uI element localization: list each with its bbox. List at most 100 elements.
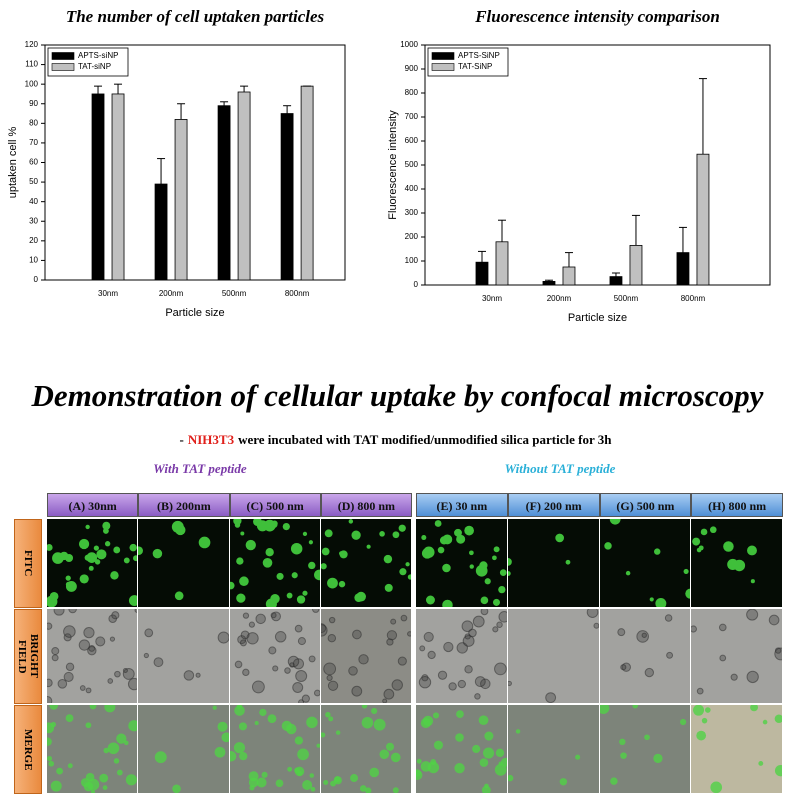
error-bar (177, 103, 186, 120)
cell (373, 718, 386, 731)
x-tick-label: 200nm (159, 289, 184, 298)
cell (50, 721, 57, 728)
cell (351, 685, 362, 697)
cell (307, 561, 315, 570)
bar (111, 93, 125, 281)
cell (212, 705, 218, 710)
cell (113, 758, 120, 764)
cell (349, 774, 358, 783)
cell (618, 738, 626, 746)
cell (327, 633, 336, 643)
cell (472, 615, 485, 628)
error-bar (678, 226, 687, 253)
cell (324, 711, 331, 718)
micrograph (320, 519, 411, 607)
cell (338, 580, 345, 588)
cell (78, 538, 90, 550)
cell (153, 657, 164, 668)
cell (254, 721, 259, 726)
cell (288, 662, 295, 668)
cell (423, 631, 434, 642)
cell (456, 534, 466, 544)
note: - NIH3T3 were incubated with TAT modified/… (0, 432, 795, 448)
micrograph-texture (47, 521, 138, 607)
cell (267, 714, 276, 724)
cell (241, 668, 250, 677)
cell (653, 548, 660, 555)
micrograph-texture (692, 526, 758, 584)
column-header: (H) 800 nm (691, 493, 783, 517)
y-tick-label: 30 (29, 216, 38, 225)
cell (221, 732, 229, 743)
error-bar (283, 105, 292, 114)
x-tick-label: 800nm (285, 289, 310, 298)
cell (474, 676, 486, 688)
cell (308, 540, 313, 545)
cell (47, 695, 53, 703)
column-header: (A) 30nm (47, 493, 139, 517)
cell (649, 597, 654, 602)
cell (774, 647, 782, 661)
micrograph (47, 609, 138, 703)
y-tick-label: 10 (29, 256, 38, 265)
column-header: (B) 200nm (138, 493, 230, 517)
note-text: were incubated with TAT modified/unmodif… (238, 432, 612, 447)
micrograph-texture (47, 609, 138, 703)
cell (699, 545, 704, 551)
cell (248, 621, 255, 628)
cell (599, 705, 609, 715)
row-label: FITC (14, 519, 42, 608)
cell (361, 716, 373, 729)
cell (351, 530, 361, 540)
cell (235, 593, 246, 603)
cell (308, 655, 316, 663)
cell (245, 539, 256, 551)
cell (270, 612, 277, 619)
cell (63, 671, 74, 682)
cell (301, 779, 312, 791)
cell (311, 609, 319, 613)
cell (172, 784, 182, 793)
cell (99, 773, 109, 783)
x-axis-label: Particle size (568, 312, 627, 324)
cell (122, 667, 135, 680)
cell (283, 667, 291, 674)
x-tick-label: 800nm (681, 294, 706, 303)
cell (240, 630, 250, 640)
cell (47, 544, 53, 551)
cell (437, 546, 445, 554)
micrograph (507, 705, 599, 793)
cell (427, 650, 436, 660)
column-header: (C) 500 nm (229, 493, 321, 517)
cell (123, 557, 130, 564)
cell (416, 758, 422, 764)
cell (565, 559, 571, 565)
cell (313, 689, 320, 697)
cell (103, 528, 109, 534)
cell (59, 551, 69, 561)
y-tick-label: 110 (25, 60, 38, 69)
cell (750, 705, 759, 712)
error-bar (94, 85, 103, 94)
cell (619, 664, 626, 671)
cell (683, 568, 689, 574)
y-tick-label: 60 (29, 158, 38, 167)
micrograph-texture (691, 609, 782, 695)
micrograph (691, 519, 782, 607)
y-tick-label: 100 (405, 256, 419, 265)
cell (321, 547, 330, 556)
cell (296, 748, 309, 761)
micrograph (320, 705, 411, 793)
micrograph (138, 609, 229, 703)
cell (111, 611, 120, 620)
cell (286, 592, 293, 599)
cell (128, 720, 138, 732)
cell (85, 524, 90, 530)
cell (320, 624, 328, 637)
cell (603, 542, 612, 550)
cell (110, 571, 119, 580)
micrograph (229, 609, 320, 703)
y-tick-label: 20 (29, 236, 38, 245)
cell (347, 666, 358, 676)
micrograph (320, 609, 411, 703)
